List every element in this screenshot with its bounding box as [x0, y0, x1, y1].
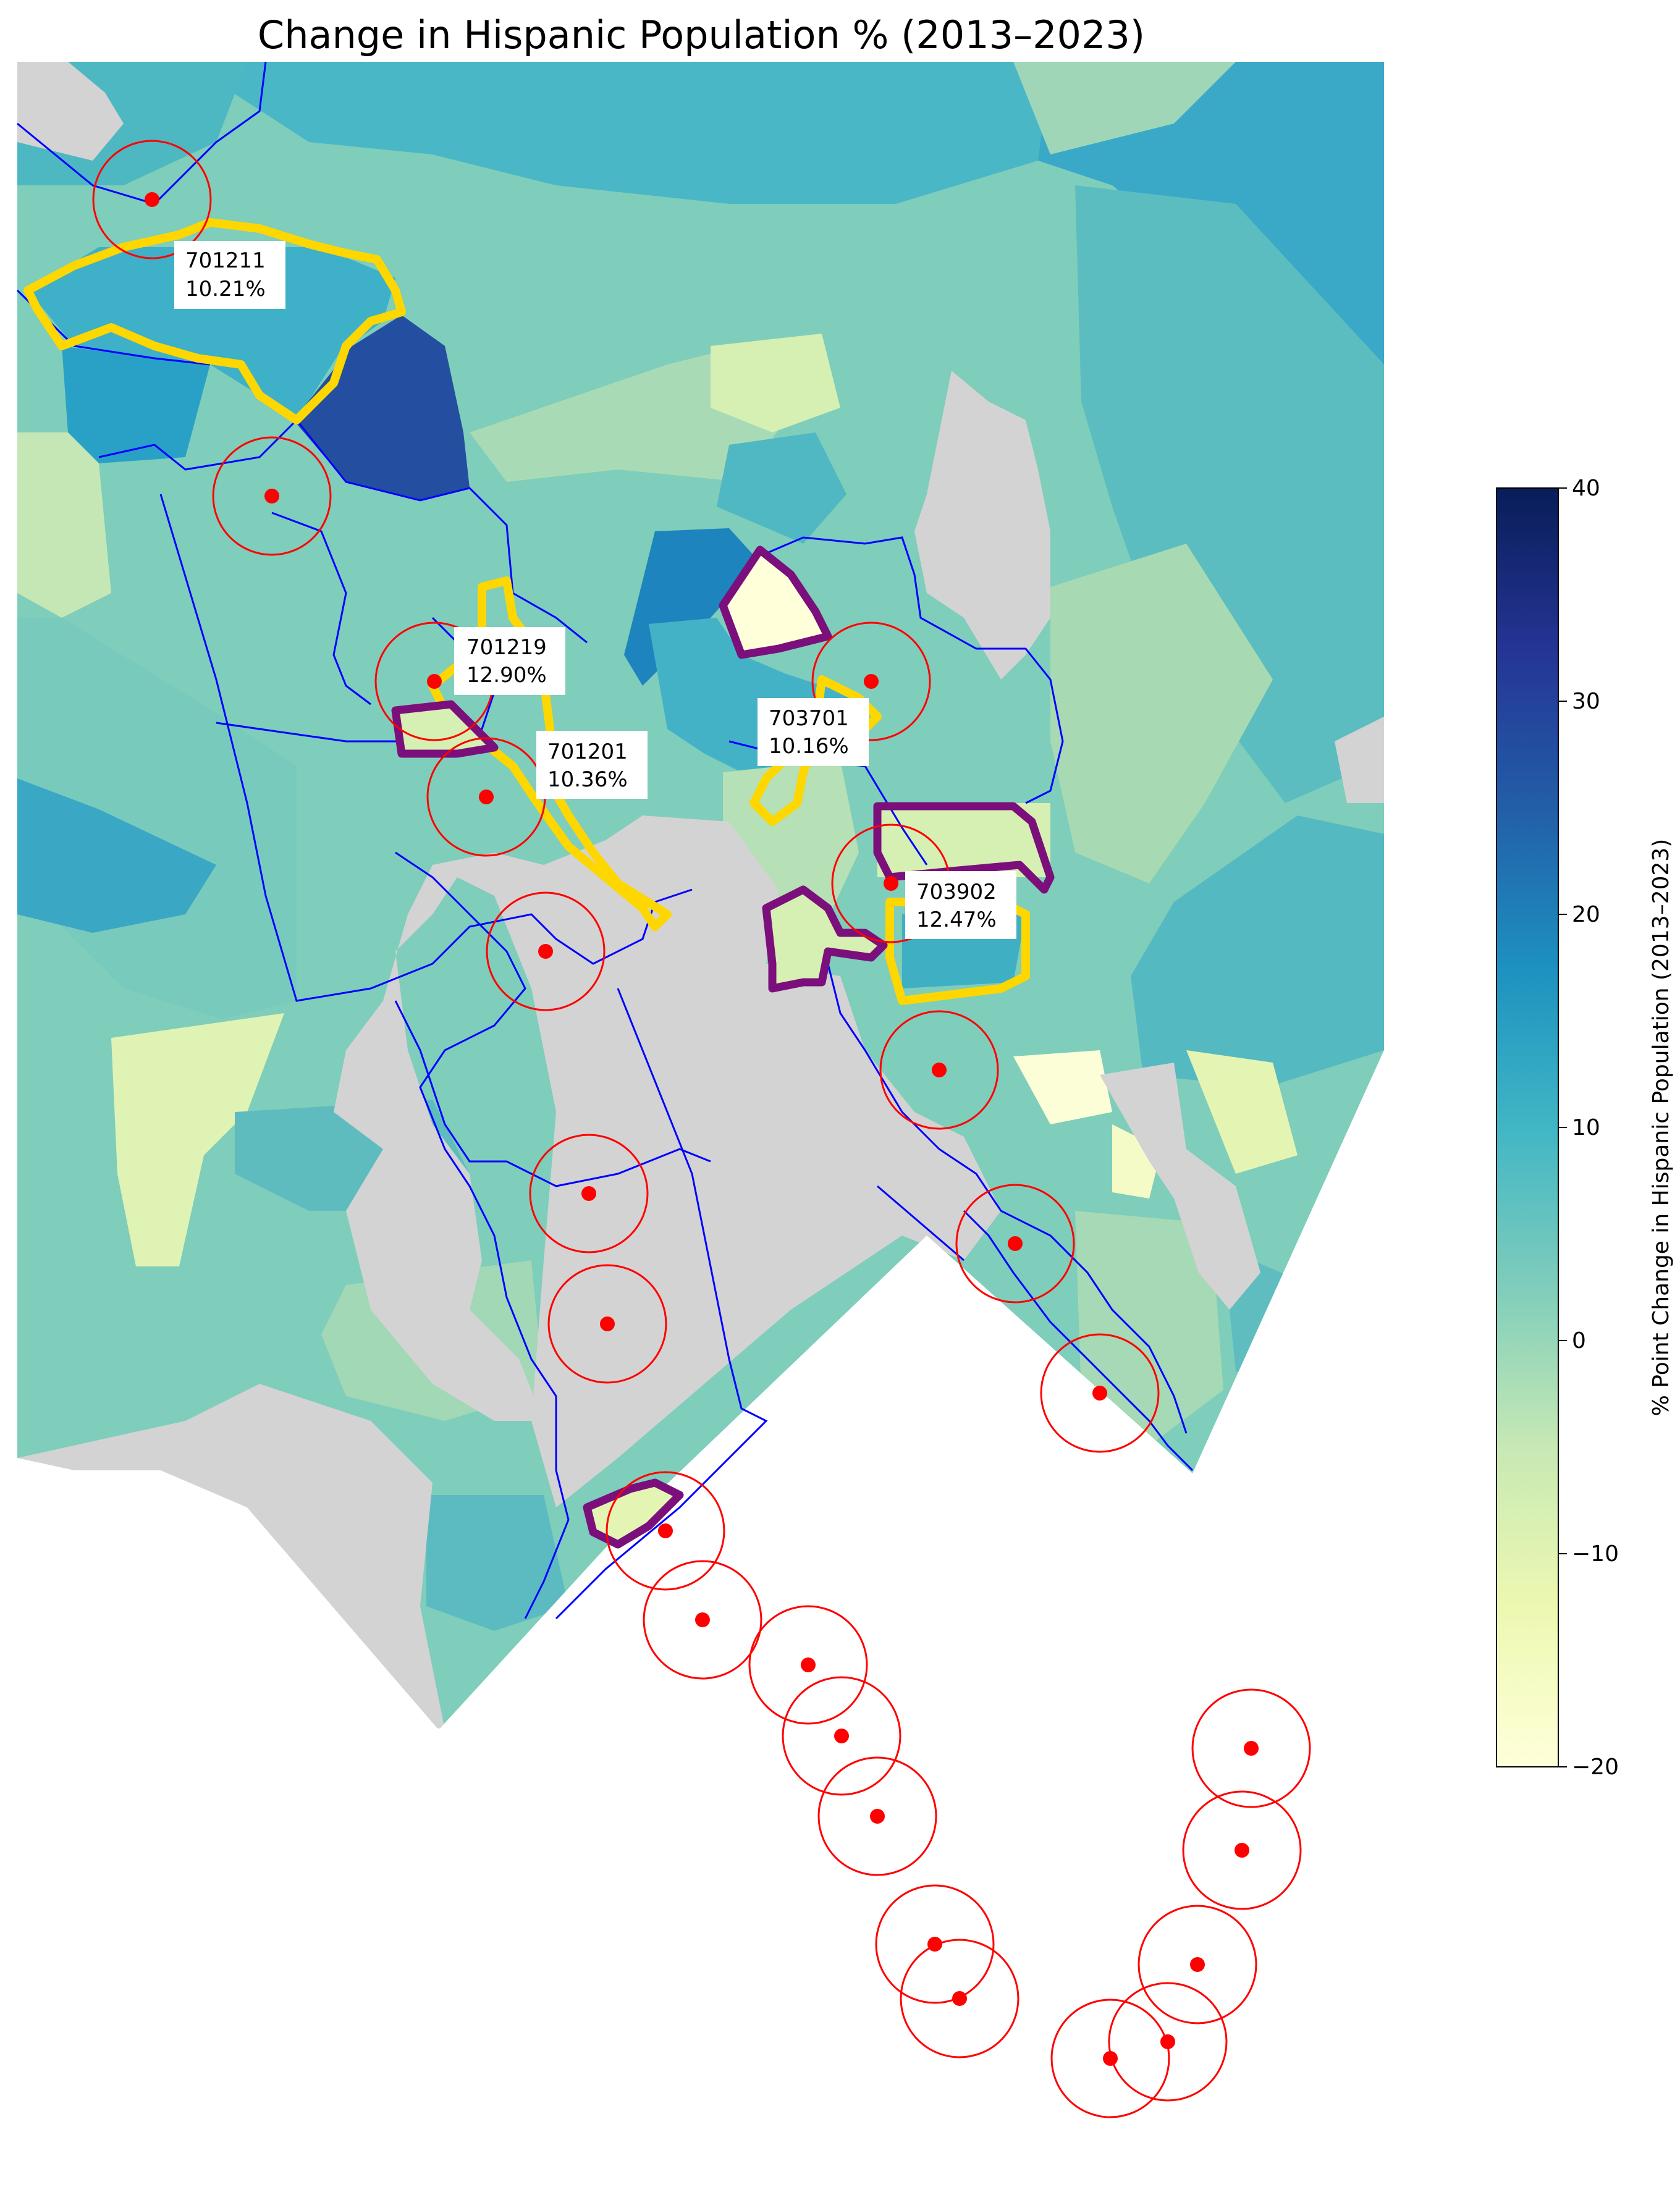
highlight-701211: [23, 218, 406, 424]
svg-text:12.90%: 12.90%: [466, 663, 547, 688]
tract-label-703701: 703701 10.16%: [758, 698, 869, 766]
marker: [486, 891, 606, 1011]
svg-text:10.36%: 10.36%: [547, 767, 628, 792]
nodata-southeast: [1100, 1063, 1260, 1310]
tract-east-green: [1050, 544, 1273, 883]
map-title: Change in Hispanic Population % (2013–20…: [258, 12, 1145, 57]
tract-701211: [28, 247, 395, 420]
marker: [1050, 1999, 1170, 2118]
tract-north-green: [1013, 62, 1236, 154]
marker: [900, 1939, 1019, 2058]
colorbar: 40 30 20 10 0 −10 −20 % Point Change in Hispan…: [1496, 476, 1674, 1780]
marker: [955, 1184, 1075, 1304]
tract-label-701219: 701219 12.90%: [454, 627, 565, 695]
marker: [92, 140, 212, 259]
tract-center-cyan: [717, 432, 846, 544]
nodata-northwest: [17, 62, 124, 161]
tract-sw-yellow: [111, 1013, 284, 1266]
marker: [782, 1676, 901, 1796]
colorbar-tick-label: −10: [1572, 1541, 1619, 1567]
tract-west-blue-lower: [17, 778, 216, 933]
marker: [748, 1605, 868, 1725]
marker: [1191, 1688, 1311, 1808]
marker: [212, 436, 332, 556]
tract-center-yellowgreen: [711, 334, 840, 432]
marker: [643, 1560, 762, 1680]
tract-label-701211: 701211 10.21%: [174, 241, 285, 309]
tract-sc-yellowgreen: [877, 803, 1050, 877]
tract-s-teal: [426, 1495, 568, 1631]
highlight-703902-west: [762, 885, 888, 993]
svg-text:703701: 703701: [769, 706, 849, 731]
marker: [529, 1134, 649, 1253]
marker: [1138, 1905, 1257, 2024]
marker: [879, 1010, 999, 1130]
tract-east-teal: [1075, 185, 1384, 803]
svg-text:701211: 701211: [185, 248, 266, 273]
colorbar-tick-label: 10: [1572, 1115, 1600, 1140]
tract-north-blue: [185, 62, 1050, 204]
svg-text:12.47%: 12.47%: [916, 908, 997, 932]
svg-text:703902: 703902: [916, 880, 997, 904]
tract-se-yellowgreen: [1186, 1050, 1298, 1174]
marker: [1040, 1333, 1160, 1453]
marker-layer: [92, 140, 1311, 2118]
highlight-703701-north: [719, 545, 832, 659]
highlight-south-coast: [583, 1478, 684, 1549]
tract-boundaries: [16, 61, 1194, 1620]
tract-se-yellow-1: [1013, 1050, 1112, 1124]
nodata-east-edge: [1335, 717, 1384, 803]
svg-text:10.16%: 10.16%: [769, 734, 849, 759]
marker: [547, 1264, 667, 1384]
tract-darkblue: [293, 315, 470, 500]
svg-text:10.21%: 10.21%: [185, 277, 266, 301]
choropleth-map: [17, 62, 1384, 1730]
colorbar-tick-label: −20: [1572, 1754, 1619, 1780]
svg-text:701219: 701219: [466, 635, 547, 660]
colorbar-tick-label: 40: [1572, 476, 1600, 501]
marker: [606, 1471, 725, 1591]
colorbar-ticks: 40 30 20 10 0 −10 −20: [1558, 476, 1619, 1780]
colorbar-gradient: [1496, 487, 1559, 1767]
colorbar-tick-label: 30: [1572, 689, 1600, 714]
highlight-703902-north: [873, 802, 1055, 894]
colorbar-label: % Point Change in Hispanic Population (2…: [1648, 839, 1674, 1417]
colorbar-tick-label: 0: [1572, 1328, 1586, 1354]
tract-labels: 701211 10.21% 701219 12.90% 701201 10.36…: [174, 241, 1016, 939]
tract-east-blue: [1131, 815, 1384, 1087]
tract-west-blue: [62, 346, 210, 463]
tract-label-703902: 703902 12.47%: [905, 871, 1016, 939]
tract-label-701201: 701201 10.36%: [536, 731, 648, 799]
nodata-east-corridor: [914, 371, 1050, 680]
tract-west-green: [17, 432, 111, 618]
tract-se-green: [1075, 1211, 1223, 1446]
marker: [811, 621, 931, 741]
colorbar-tick-label: 20: [1572, 902, 1600, 927]
marker: [1182, 1790, 1302, 1910]
svg-text:701201: 701201: [547, 739, 628, 764]
marker: [817, 1756, 937, 1876]
marker: [1108, 1982, 1228, 2102]
